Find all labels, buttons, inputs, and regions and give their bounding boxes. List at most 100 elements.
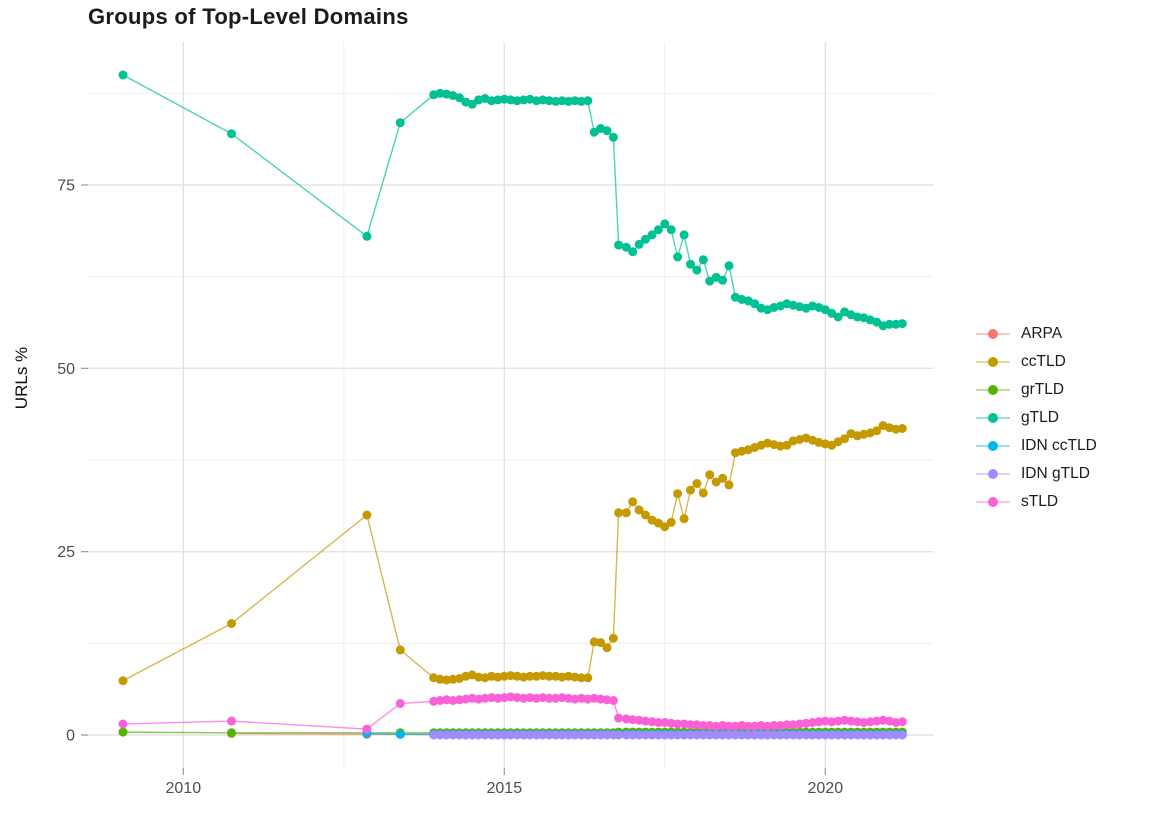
gridlines-minor xyxy=(88,42,933,768)
data-point-IDN-gTLD xyxy=(756,730,766,740)
data-point-IDN-gTLD xyxy=(750,730,760,740)
data-point-IDN-gTLD xyxy=(454,730,464,740)
data-point-ccTLD xyxy=(872,426,882,436)
data-point-gTLD xyxy=(686,259,695,269)
legend-key-dot xyxy=(988,385,998,395)
data-point-sTLD xyxy=(724,721,734,731)
data-point-IDN-gTLD xyxy=(499,730,509,740)
data-point-gTLD xyxy=(660,219,670,229)
data-point-gTLD xyxy=(614,240,624,250)
data-point-gTLD xyxy=(118,70,128,80)
y-tick-label: 0 xyxy=(66,728,75,745)
data-point-ccTLD xyxy=(692,479,702,488)
legend-key-dot xyxy=(988,413,998,423)
data-point-ccTLD xyxy=(621,508,631,518)
data-point-IDN-gTLD xyxy=(448,730,458,740)
data-point-IDN-gTLD xyxy=(634,730,644,740)
legend-key-icon xyxy=(976,413,1010,423)
data-point-ccTLD xyxy=(666,517,676,527)
data-point-IDN-gTLD xyxy=(525,730,535,740)
data-point-IDN-gTLD xyxy=(711,730,721,740)
data-series xyxy=(118,70,907,740)
legend-label: IDN gTLD xyxy=(1021,465,1090,482)
data-point-sTLD xyxy=(865,717,875,727)
data-point-ccTLD xyxy=(395,645,405,655)
legend-key-icon xyxy=(976,497,1010,507)
data-point-ccTLD xyxy=(634,505,644,515)
data-point-IDN-gTLD xyxy=(782,730,792,740)
data-point-IDN-gTLD xyxy=(467,730,477,740)
legend-label: IDN ccTLD xyxy=(1021,437,1097,454)
data-point-IDN-gTLD xyxy=(647,730,657,740)
data-point-grTLD xyxy=(118,727,128,737)
data-point-gTLD xyxy=(583,96,593,106)
data-point-IDN-gTLD xyxy=(718,730,728,740)
data-point-IDN-gTLD xyxy=(820,730,830,740)
data-point-IDN-gTLD xyxy=(846,730,856,740)
data-point-gTLD xyxy=(718,275,728,285)
data-point-IDN-gTLD xyxy=(801,730,811,740)
series-line-gTLD xyxy=(122,74,903,327)
data-point-IDN-gTLD xyxy=(493,730,503,740)
legend-item-grTLD: grTLD xyxy=(976,376,1097,404)
data-point-ccTLD xyxy=(673,489,683,499)
data-point-IDN-gTLD xyxy=(673,730,683,740)
data-point-IDN-gTLD xyxy=(827,730,837,740)
data-point-ccTLD xyxy=(628,497,638,507)
data-point-IDN-gTLD xyxy=(551,730,561,740)
data-point-IDN-gTLD xyxy=(788,730,798,740)
y-tick-label: 25 xyxy=(57,544,75,561)
data-point-IDN-gTLD xyxy=(653,730,663,740)
data-point-gTLD xyxy=(608,132,618,142)
data-point-IDN-gTLD xyxy=(686,730,695,740)
data-point-ccTLD xyxy=(596,638,606,648)
data-point-IDN-gTLD xyxy=(885,730,894,740)
data-point-IDN-gTLD xyxy=(583,730,593,740)
series-gTLD xyxy=(118,70,907,331)
data-point-gTLD xyxy=(679,230,689,240)
data-point-gTLD xyxy=(692,265,702,275)
data-point-sTLD xyxy=(782,720,792,730)
data-point-gTLD xyxy=(897,319,907,329)
data-point-sTLD xyxy=(608,696,618,705)
legend-key-dot xyxy=(988,441,998,451)
data-point-IDN-gTLD xyxy=(814,730,824,740)
data-point-sTLD xyxy=(897,717,907,727)
data-point-ccTLD xyxy=(641,510,650,520)
data-point-IDN-gTLD xyxy=(570,730,580,740)
data-point-gTLD xyxy=(750,299,760,309)
data-point-gTLD xyxy=(724,261,734,271)
data-point-gTLD xyxy=(698,255,708,265)
data-point-gTLD xyxy=(673,252,683,262)
data-point-gTLD xyxy=(628,247,638,257)
legend-key-icon xyxy=(976,441,1010,451)
data-point-gTLD xyxy=(634,239,644,249)
data-point-sTLD xyxy=(362,724,372,734)
data-point-IDN-gTLD xyxy=(660,730,670,740)
data-point-IDN-gTLD xyxy=(775,730,785,740)
data-point-IDN-gTLD xyxy=(512,730,522,740)
data-point-gTLD xyxy=(362,231,372,241)
data-point-IDN-gTLD xyxy=(487,730,496,740)
legend-item-gTLD: gTLD xyxy=(976,404,1097,432)
data-point-ccTLD xyxy=(576,673,586,683)
y-tick-label: 50 xyxy=(57,361,75,378)
legend-key-dot xyxy=(988,469,998,479)
data-point-IDN-gTLD xyxy=(602,730,612,740)
data-point-IDN-gTLD xyxy=(435,730,445,740)
data-point-IDN-gTLD xyxy=(519,730,529,740)
data-point-IDN-gTLD xyxy=(628,730,638,740)
data-point-sTLD xyxy=(512,693,522,703)
data-point-IDN-gTLD xyxy=(544,730,554,740)
legend-item-IDN-ccTLD: IDN ccTLD xyxy=(976,432,1097,460)
data-point-IDN-gTLD xyxy=(576,730,586,740)
data-point-IDN-gTLD xyxy=(808,730,817,740)
legend-label: grTLD xyxy=(1021,381,1065,398)
data-point-gTLD xyxy=(885,319,894,329)
data-point-gTLD xyxy=(647,230,657,240)
data-point-IDN-gTLD xyxy=(442,730,451,740)
data-point-sTLD xyxy=(614,713,624,723)
axis-ticks xyxy=(81,184,826,775)
data-point-IDN-gTLD xyxy=(763,730,772,740)
